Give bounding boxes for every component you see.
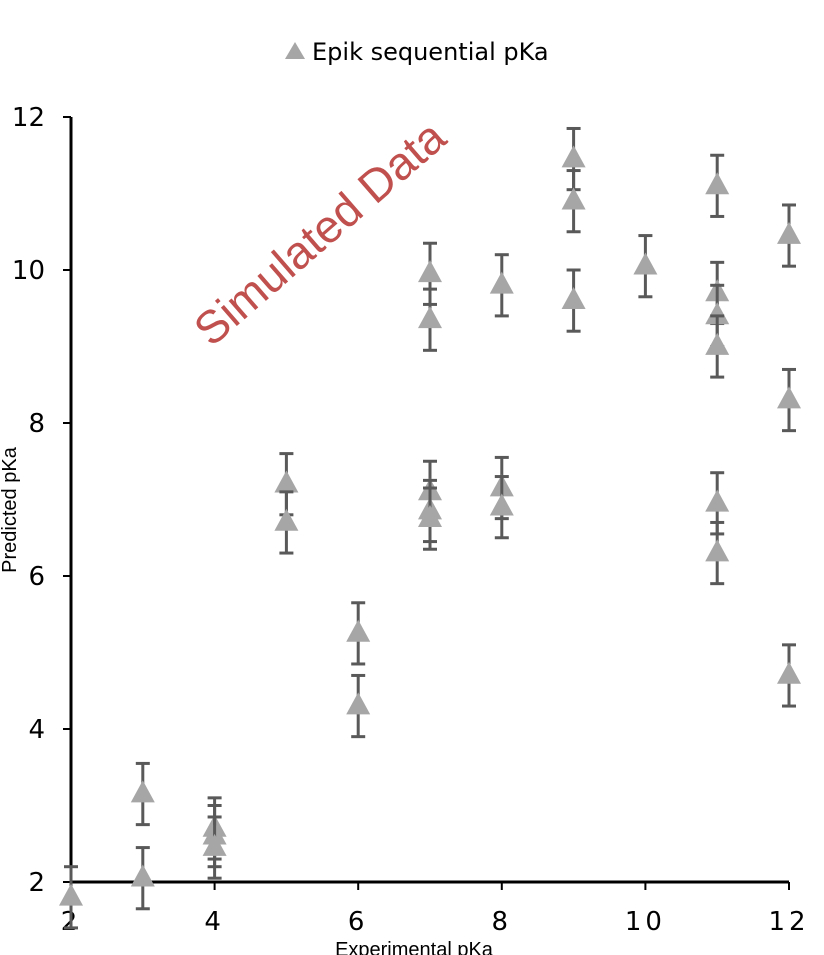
- data-points: [59, 126, 801, 930]
- legend-marker-triangle: [285, 42, 305, 59]
- x-tick-label: 6: [348, 907, 369, 937]
- watermark-layer: Simulated Data: [184, 110, 456, 356]
- data-point-triangle: [561, 187, 586, 210]
- y-tick-label: 6: [28, 562, 45, 592]
- x-tick-label: 4: [204, 907, 225, 937]
- y-tick-label: 4: [28, 715, 45, 745]
- data-point-triangle: [777, 661, 801, 684]
- y-tick-label: 12: [12, 103, 45, 133]
- data-point-triangle: [633, 252, 658, 275]
- data-point-triangle: [274, 508, 299, 531]
- data-point-triangle: [130, 864, 155, 887]
- x-axis-title: Experimental pKa: [335, 939, 494, 955]
- legend-label: Epik sequential pKa: [312, 38, 549, 66]
- data-point-triangle: [59, 883, 83, 906]
- data-point-triangle: [346, 692, 371, 715]
- data-point-triangle: [274, 470, 299, 493]
- data-point-triangle: [418, 306, 442, 329]
- data-point-triangle: [777, 386, 801, 409]
- data-point-triangle: [418, 504, 442, 527]
- data-point-triangle: [418, 260, 442, 283]
- y-tick-label: 8: [28, 409, 45, 439]
- data-point-triangle: [705, 539, 730, 562]
- data-point-triangle: [777, 221, 801, 244]
- data-point-triangle: [346, 619, 371, 642]
- data-point-triangle: [130, 780, 155, 803]
- axes: 2 4 6 8 10 12 2 4 6 8 10 12: [12, 103, 809, 937]
- data-point-triangle: [705, 302, 730, 325]
- x-tick-label: 2: [61, 907, 82, 937]
- watermark-text: Simulated Data: [184, 110, 456, 356]
- y-tick-label: 10: [12, 256, 45, 286]
- data-point-triangle: [561, 145, 586, 168]
- y-axis-title: Predicted pKa: [0, 446, 21, 573]
- data-point-triangle: [705, 332, 730, 355]
- data-point-triangle: [705, 489, 730, 512]
- y-tick-label: 2: [28, 868, 45, 898]
- x-tick-label: 12: [768, 907, 809, 937]
- x-tick-label: 8: [492, 907, 513, 937]
- legend: Epik sequential pKa: [285, 38, 549, 66]
- x-tick-label: 10: [625, 907, 666, 937]
- data-point-triangle: [489, 493, 514, 516]
- data-point-triangle: [202, 833, 227, 856]
- data-point-triangle: [489, 271, 514, 294]
- data-point-triangle: [705, 172, 730, 195]
- data-point-triangle: [561, 286, 586, 309]
